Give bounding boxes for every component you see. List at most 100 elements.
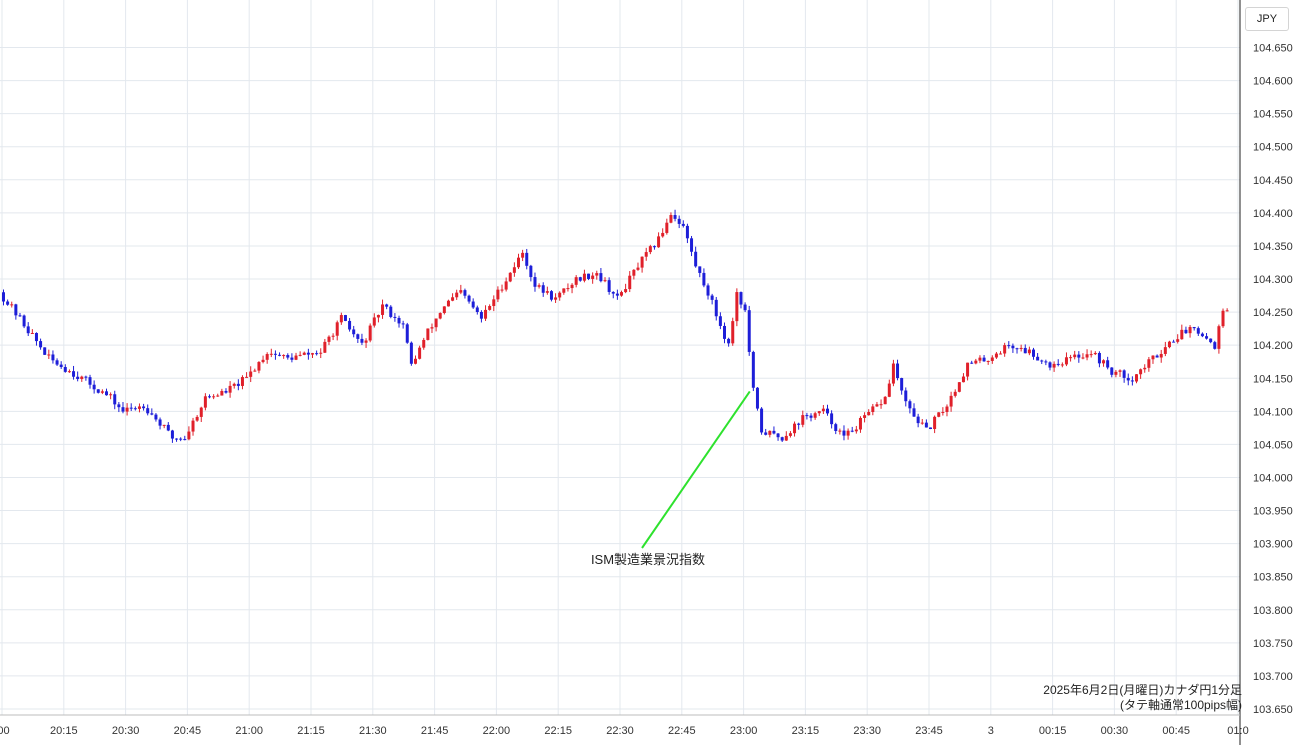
candle-body	[261, 359, 265, 363]
candle-body	[945, 406, 949, 412]
y-tick-label: 103.850	[1253, 572, 1293, 584]
candle-body	[554, 297, 558, 300]
candle-body	[422, 339, 426, 348]
candle-body	[1093, 352, 1097, 355]
candle-body	[22, 315, 26, 327]
annotation-line	[641, 390, 751, 549]
candle-body	[170, 430, 174, 439]
candle-body	[698, 266, 702, 273]
candle-body	[302, 352, 306, 355]
candle-body	[265, 354, 269, 360]
candle-body	[1126, 377, 1130, 381]
candle-body	[875, 404, 879, 407]
candle-body	[1044, 361, 1048, 363]
candle-body	[648, 246, 652, 253]
candle-body	[146, 408, 150, 414]
candle-body	[867, 412, 871, 416]
candle-body	[591, 275, 595, 279]
candle-body	[706, 285, 710, 296]
candle-body	[727, 338, 731, 344]
candle-body	[1064, 357, 1068, 365]
y-tick-label: 103.900	[1253, 539, 1293, 551]
y-tick-label: 104.600	[1253, 76, 1293, 88]
candle-body	[834, 424, 838, 431]
candle-body	[459, 290, 463, 293]
candle-body	[409, 342, 413, 364]
candle-body	[994, 353, 998, 358]
x-tick-label: :00	[0, 725, 10, 737]
candle-body	[133, 408, 137, 410]
candle-body	[714, 299, 718, 317]
y-tick-label: 104.050	[1253, 439, 1293, 451]
y-tick-label: 104.500	[1253, 142, 1293, 154]
candle-body	[294, 355, 298, 360]
candle-body	[1040, 360, 1044, 362]
candle-body	[1077, 354, 1081, 358]
candle-body	[137, 406, 141, 409]
candle-body	[1007, 345, 1011, 347]
candle-body	[937, 412, 941, 417]
candle-body	[912, 408, 916, 417]
candle-body	[1209, 338, 1213, 343]
candle-body	[558, 292, 562, 298]
candle-body	[203, 396, 207, 408]
annotation-label: ISM製造業景況指数	[591, 552, 705, 567]
candle-body	[249, 371, 253, 377]
candle-body	[644, 252, 648, 257]
candle-body	[755, 387, 759, 409]
candle-body	[331, 335, 335, 337]
candle-body	[900, 378, 904, 391]
candle-body	[1147, 359, 1151, 368]
candle-body	[599, 273, 603, 282]
candle-body	[405, 324, 409, 343]
candle-body	[702, 272, 706, 286]
candle-body	[430, 327, 434, 329]
candle-body	[323, 341, 327, 353]
candle-body	[723, 325, 726, 339]
y-tick-label: 104.000	[1253, 472, 1293, 484]
candle-body	[1052, 363, 1056, 368]
candle-body	[1019, 347, 1023, 349]
candle-body	[801, 415, 805, 425]
candle-body	[253, 370, 257, 372]
candle-body	[871, 406, 875, 413]
candle-body	[121, 407, 125, 412]
candle-body	[1217, 326, 1221, 349]
x-tick-label: 21:45	[421, 725, 449, 737]
currency-badge: JPY	[1245, 7, 1289, 31]
candle-body	[286, 355, 290, 358]
candle-body	[84, 376, 88, 378]
candle-body	[463, 290, 467, 296]
candle-body	[879, 404, 883, 406]
candle-body	[1139, 369, 1143, 375]
candle-body	[525, 252, 529, 266]
candle-body	[904, 390, 908, 402]
candle-body	[129, 407, 133, 409]
candle-body	[1073, 354, 1077, 358]
candle-body	[282, 355, 286, 357]
candle-body	[941, 411, 945, 413]
candle-body	[14, 304, 18, 316]
candle-body	[51, 354, 55, 361]
candle-body	[150, 413, 154, 415]
candle-body	[1200, 333, 1204, 337]
candle-body	[929, 427, 932, 430]
candle-body	[376, 314, 380, 318]
candle-body	[891, 363, 895, 384]
candle-body	[751, 351, 755, 388]
candle-body	[179, 438, 183, 440]
candle-body	[467, 295, 471, 302]
y-tick-label: 104.550	[1253, 109, 1293, 121]
candle-body	[125, 407, 129, 412]
candle-body	[113, 394, 117, 405]
candle-body	[669, 215, 673, 223]
candle-body	[739, 292, 743, 305]
chart-note-line-2: (タテ軸通常100pips幅)	[1119, 698, 1242, 712]
candle-body	[228, 385, 232, 393]
candle-body	[492, 299, 496, 307]
candle-body	[1159, 353, 1163, 358]
x-tick-label: 00:30	[1101, 725, 1129, 737]
candle-body	[517, 257, 520, 268]
candle-body	[1188, 327, 1192, 334]
